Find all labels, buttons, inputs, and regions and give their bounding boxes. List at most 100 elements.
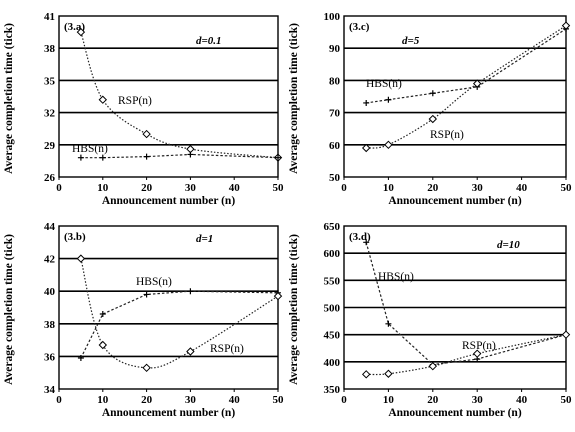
data-point-diamond xyxy=(361,143,371,153)
y-axis-label: Average completion time (tick) xyxy=(288,23,300,174)
x-tick-label: 50 xyxy=(561,182,573,194)
parameter-label: d=0.1 xyxy=(196,35,222,47)
y-tick-label: 550 xyxy=(324,275,341,287)
series-line-hbs xyxy=(80,153,279,159)
y-tick-label: 41 xyxy=(44,11,55,23)
x-axis-label: Announcement number (n) xyxy=(388,195,521,207)
panel-label: (3.c) xyxy=(349,21,370,33)
data-point-diamond xyxy=(384,140,393,150)
y-tick-label: 650 xyxy=(324,221,341,233)
y-axis-label: Average completion time (tick) xyxy=(288,234,300,385)
y-tick-label: 42 xyxy=(44,254,56,266)
chart-panel-1: 50 60 70 80 90 100 0 10 20 30 40 50 Announcement num… xyxy=(288,11,572,207)
data-point-diamond xyxy=(472,349,482,358)
series-label-hbs: HBS(n) xyxy=(72,143,108,155)
data-point-diamond xyxy=(273,291,283,301)
y-tick-label: 60 xyxy=(329,140,341,152)
plot-frame xyxy=(58,15,279,178)
y-tick-label: 34 xyxy=(44,384,56,396)
x-tick-label: 0 xyxy=(341,394,347,406)
data-point-cross xyxy=(363,239,370,246)
y-tick-label: 80 xyxy=(329,75,341,87)
plot-frame xyxy=(343,15,567,178)
x-tick-label: 20 xyxy=(427,394,439,406)
x-tick-label: 30 xyxy=(185,182,197,194)
data-point-diamond xyxy=(428,114,438,124)
x-tick-label: 30 xyxy=(472,182,484,194)
y-tick-label: 40 xyxy=(44,286,56,298)
x-tick-label: 0 xyxy=(341,182,347,194)
data-point-diamond xyxy=(142,129,151,139)
y-tick-label: 100 xyxy=(324,11,341,23)
data-point-cross xyxy=(385,320,392,327)
series-label-rsp: RSP(n) xyxy=(462,340,496,352)
data-point-diamond xyxy=(561,21,571,30)
y-tick-label: 38 xyxy=(44,43,56,55)
data-point-cross xyxy=(187,288,194,295)
series-line-hbs xyxy=(366,28,567,104)
y-axis-label: Average completion time (tick) xyxy=(3,234,15,385)
parameter-label: d=5 xyxy=(402,35,420,47)
data-point-diamond xyxy=(361,370,371,379)
y-tick-label: 26 xyxy=(44,172,56,184)
x-tick-label: 20 xyxy=(427,182,439,194)
panel-label: (3.b) xyxy=(64,231,86,243)
y-tick-label: 600 xyxy=(324,248,341,260)
chart-panel-2: 34 36 38 40 42 44 0 10 20 30 40 50 Announcement numb… xyxy=(3,221,284,419)
x-axis-label: Announcement number (n) xyxy=(102,195,235,207)
data-point-cross xyxy=(187,151,194,158)
x-axis-label: Announcement number (n) xyxy=(388,407,521,419)
data-point-cross xyxy=(385,96,392,103)
data-point-diamond xyxy=(98,340,108,350)
x-axis-label: Announcement number (n) xyxy=(102,407,235,419)
data-point-diamond xyxy=(384,369,393,378)
x-tick-label: 0 xyxy=(56,394,62,406)
series-label-rsp: RSP(n) xyxy=(118,95,152,107)
y-tick-label: 500 xyxy=(324,303,341,315)
y-axis-label: Average completion time (tick) xyxy=(3,23,15,174)
x-tick-label: 40 xyxy=(229,394,241,406)
x-tick-label: 0 xyxy=(56,182,62,194)
x-tick-label: 30 xyxy=(472,394,484,406)
y-tick-label: 38 xyxy=(44,319,56,331)
data-point-cross xyxy=(363,99,370,106)
x-tick-label: 30 xyxy=(185,394,197,406)
data-point-cross xyxy=(77,154,84,161)
series-line-hbs xyxy=(80,290,279,359)
series-label-hbs: HBS(n) xyxy=(136,276,172,288)
series-line-rsp xyxy=(80,31,279,159)
y-tick-label: 44 xyxy=(44,221,56,233)
y-tick-label: 90 xyxy=(329,43,341,55)
x-tick-label: 50 xyxy=(273,182,285,194)
x-tick-label: 50 xyxy=(273,394,285,406)
series-label-rsp: RSP(n) xyxy=(210,343,244,355)
plot-frame xyxy=(343,225,567,390)
series-label-rsp: RSP(n) xyxy=(430,129,464,141)
data-point-diamond xyxy=(76,254,86,263)
y-tick-label: 70 xyxy=(329,108,341,120)
plot-frame xyxy=(58,225,279,390)
series-line-rsp xyxy=(366,25,567,149)
x-tick-label: 10 xyxy=(383,394,395,406)
series-label-hbs: HBS(n) xyxy=(366,78,402,90)
y-tick-label: 35 xyxy=(44,75,56,87)
series-label-hbs: HBS(n) xyxy=(378,271,414,283)
y-tick-label: 50 xyxy=(329,172,341,184)
data-point-diamond xyxy=(98,95,108,104)
data-point-cross xyxy=(99,154,106,161)
chart-panel-0: 26 29 32 35 38 41 0 10 20 30 40 50 Announcement numb… xyxy=(3,11,284,207)
data-point-diamond xyxy=(472,79,482,88)
x-tick-label: 40 xyxy=(516,182,528,194)
x-tick-label: 50 xyxy=(561,394,573,406)
y-tick-label: 29 xyxy=(44,140,56,152)
x-tick-label: 10 xyxy=(97,394,109,406)
x-tick-label: 10 xyxy=(97,182,109,194)
y-tick-label: 32 xyxy=(44,108,56,120)
data-point-cross xyxy=(429,90,436,97)
data-point-diamond xyxy=(76,27,86,37)
data-point-diamond xyxy=(186,347,195,356)
y-tick-label: 36 xyxy=(44,351,56,363)
y-tick-label: 450 xyxy=(324,330,341,342)
data-point-diamond xyxy=(142,363,151,373)
data-point-cross xyxy=(77,355,84,362)
